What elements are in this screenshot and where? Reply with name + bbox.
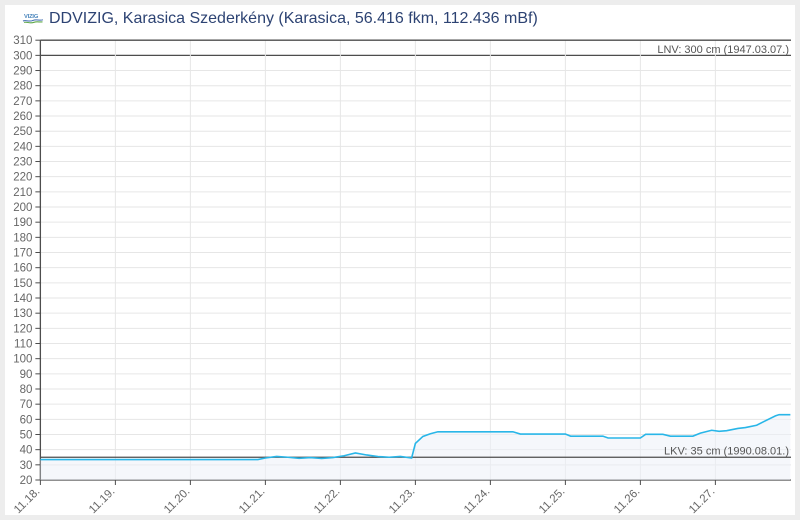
- svg-text:50: 50: [20, 430, 33, 442]
- svg-text:140: 140: [13, 293, 32, 305]
- svg-text:250: 250: [13, 126, 32, 138]
- svg-text:LNV: 300 cm (1947.03.07.): LNV: 300 cm (1947.03.07.): [657, 44, 789, 56]
- svg-text:100: 100: [13, 354, 32, 366]
- svg-text:210: 210: [13, 187, 32, 199]
- svg-text:11.20.: 11.20.: [162, 486, 192, 515]
- svg-text:11.26.: 11.26.: [612, 486, 642, 515]
- svg-text:11.22.: 11.22.: [312, 486, 342, 515]
- svg-text:90: 90: [20, 369, 33, 381]
- svg-text:160: 160: [13, 263, 32, 275]
- svg-text:290: 290: [13, 66, 32, 78]
- svg-text:110: 110: [14, 339, 32, 351]
- svg-text:220: 220: [13, 172, 32, 184]
- svg-text:20: 20: [20, 475, 33, 487]
- svg-text:230: 230: [13, 157, 32, 169]
- svg-text:40: 40: [20, 445, 33, 457]
- svg-text:11.18.: 11.18.: [12, 486, 42, 515]
- svg-text:150: 150: [13, 278, 32, 290]
- svg-text:60: 60: [20, 414, 33, 426]
- svg-text:11.23.: 11.23.: [387, 486, 417, 515]
- svg-text:180: 180: [13, 232, 32, 244]
- svg-text:240: 240: [13, 141, 32, 153]
- svg-text:30: 30: [20, 460, 33, 472]
- svg-text:170: 170: [13, 248, 32, 260]
- svg-text:VIZIG: VIZIG: [24, 14, 39, 20]
- svg-text:260: 260: [13, 111, 32, 123]
- svg-text:11.21.: 11.21.: [237, 486, 267, 515]
- svg-text:130: 130: [13, 308, 32, 320]
- svg-text:310: 310: [13, 35, 32, 47]
- svg-text:270: 270: [13, 96, 32, 108]
- svg-text:11.25.: 11.25.: [537, 486, 567, 515]
- svg-text:190: 190: [13, 217, 32, 229]
- svg-text:LKV: 35 cm (1990.08.01.): LKV: 35 cm (1990.08.01.): [664, 446, 789, 458]
- svg-text:DDVIZIG, Karasica Szederkény (: DDVIZIG, Karasica Szederkény (Karasica, …: [49, 10, 538, 27]
- svg-text:11.24.: 11.24.: [462, 486, 492, 515]
- svg-text:280: 280: [13, 81, 32, 93]
- svg-text:70: 70: [20, 399, 33, 411]
- svg-text:11.19.: 11.19.: [87, 486, 117, 515]
- svg-text:11.27.: 11.27.: [687, 486, 717, 515]
- svg-text:200: 200: [13, 202, 32, 214]
- svg-text:120: 120: [13, 323, 32, 335]
- svg-text:80: 80: [20, 384, 33, 396]
- svg-text:300: 300: [13, 50, 32, 62]
